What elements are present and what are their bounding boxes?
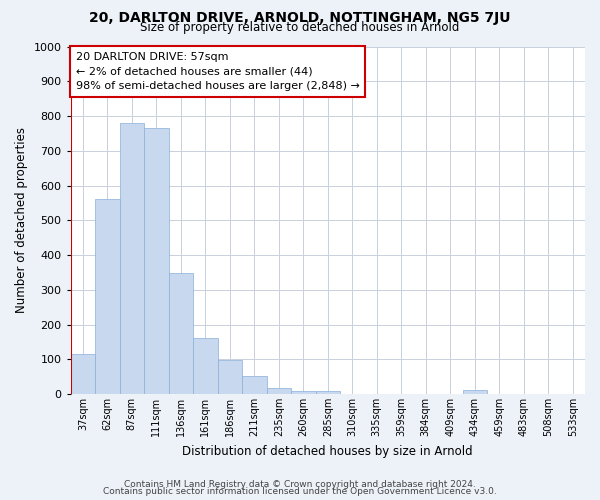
Bar [463, 390, 487, 394]
Bar [144, 128, 169, 394]
Bar [193, 338, 218, 394]
Text: 20, DARLTON DRIVE, ARNOLD, NOTTINGHAM, NG5 7JU: 20, DARLTON DRIVE, ARNOLD, NOTTINGHAM, N… [89, 11, 511, 25]
Text: Contains public sector information licensed under the Open Government Licence v3: Contains public sector information licen… [103, 487, 497, 496]
Bar [242, 376, 266, 394]
Bar [119, 123, 144, 394]
X-axis label: Distribution of detached houses by size in Arnold: Distribution of detached houses by size … [182, 444, 473, 458]
Bar [291, 390, 316, 394]
Y-axis label: Number of detached properties: Number of detached properties [15, 128, 28, 314]
Bar [71, 354, 95, 394]
Text: 20 DARLTON DRIVE: 57sqm
← 2% of detached houses are smaller (44)
98% of semi-det: 20 DARLTON DRIVE: 57sqm ← 2% of detached… [76, 52, 359, 92]
Text: Size of property relative to detached houses in Arnold: Size of property relative to detached ho… [140, 21, 460, 34]
Text: Contains HM Land Registry data © Crown copyright and database right 2024.: Contains HM Land Registry data © Crown c… [124, 480, 476, 489]
Bar [266, 388, 291, 394]
Bar [316, 391, 340, 394]
Bar [218, 360, 242, 394]
Bar [95, 200, 119, 394]
Bar [169, 273, 193, 394]
